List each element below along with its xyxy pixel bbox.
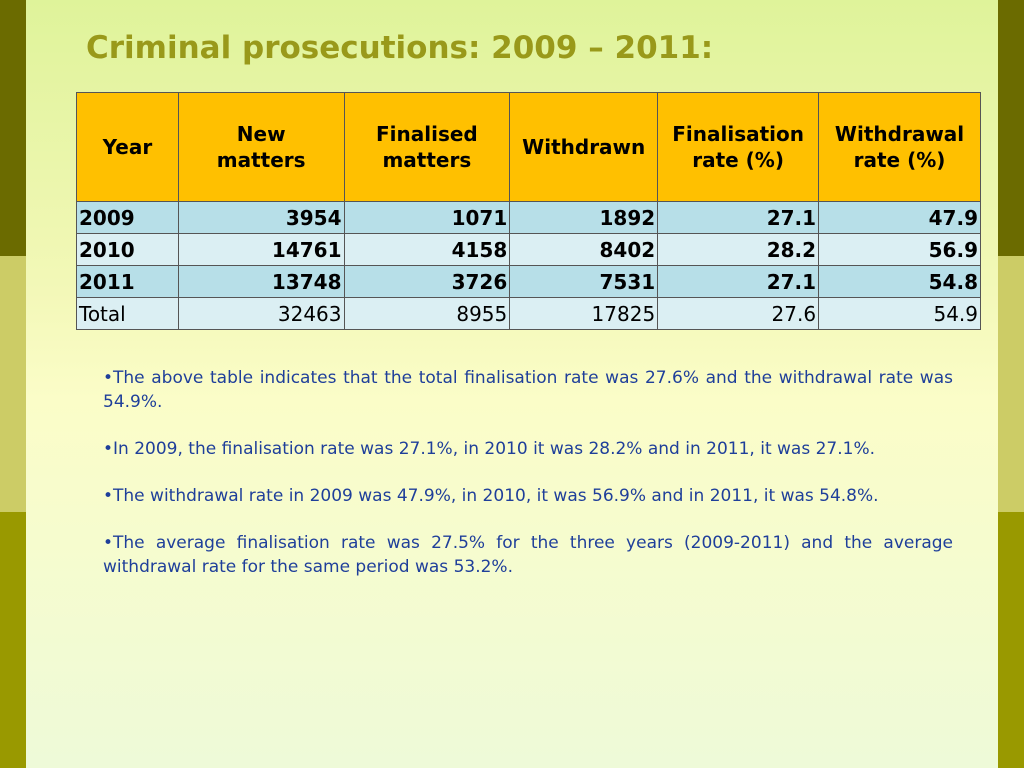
cell-withdrawal-rate: 56.9 — [818, 233, 981, 266]
cell-finalisation-rate: 27.1 — [657, 201, 820, 234]
header-new-matters: New matters — [177, 92, 345, 202]
bullet-item: •The above table indicates that the tota… — [103, 368, 953, 412]
cell-finalised-matters: 1071 — [343, 201, 511, 234]
cell-year: 2009 — [76, 201, 179, 234]
cell-new-matters: 14761 — [177, 233, 345, 266]
header-year: Year — [76, 92, 179, 202]
bullet-item: •In 2009, the finalisation rate was 27.1… — [103, 439, 876, 459]
cell-new-matters: 13748 — [177, 265, 345, 298]
cell-withdrawn: 17825 — [509, 297, 659, 330]
cell-withdrawal-rate: 54.9 — [818, 297, 981, 330]
table-row: 2011 13748 3726 7531 27.1 54.8 — [76, 265, 981, 298]
cell-finalised-matters: 3726 — [343, 265, 511, 298]
header-finalised-matters: Finalised matters — [343, 92, 511, 202]
band-segment-middle — [0, 256, 26, 512]
header-withdrawn: Withdrawn — [509, 92, 659, 202]
table-row: 2009 3954 1071 1892 27.1 47.9 — [76, 201, 981, 234]
cell-new-matters: 32463 — [177, 297, 345, 330]
slide-canvas: Criminal prosecutions: 2009 – 2011: Year… — [26, 0, 998, 768]
cell-total-label: Total — [76, 297, 179, 330]
cell-withdrawn: 7531 — [509, 265, 659, 298]
right-decor-band — [998, 0, 1024, 768]
band-segment-bottom — [998, 512, 1024, 768]
table-header-row: Year New matters Finalised matters Withd… — [76, 92, 981, 202]
header-withdrawal-rate: Withdrawal rate (%) — [818, 92, 981, 202]
band-segment-bottom — [0, 512, 26, 768]
table-row-total: Total 32463 8955 17825 27.6 54.9 — [76, 297, 981, 330]
cell-finalisation-rate: 27.1 — [657, 265, 820, 298]
cell-finalisation-rate: 27.6 — [657, 297, 820, 330]
bullet-item: •The average finalisation rate was 27.5%… — [103, 533, 953, 577]
prosecutions-table: Year New matters Finalised matters Withd… — [76, 92, 981, 330]
band-segment-middle — [998, 256, 1024, 512]
cell-new-matters: 3954 — [177, 201, 345, 234]
band-segment-top — [0, 0, 26, 256]
band-segment-top — [998, 0, 1024, 256]
bullet-item: •The withdrawal rate in 2009 was 47.9%, … — [103, 486, 879, 506]
cell-year: 2010 — [76, 233, 179, 266]
bullet-list: •The above table indicates that the tota… — [103, 366, 953, 602]
cell-withdrawn: 1892 — [509, 201, 659, 234]
table-row: 2010 14761 4158 8402 28.2 56.9 — [76, 233, 981, 266]
cell-finalised-matters: 8955 — [343, 297, 511, 330]
cell-finalised-matters: 4158 — [343, 233, 511, 266]
cell-withdrawal-rate: 47.9 — [818, 201, 981, 234]
cell-year: 2011 — [76, 265, 179, 298]
cell-withdrawn: 8402 — [509, 233, 659, 266]
slide-title: Criminal prosecutions: 2009 – 2011: — [86, 30, 714, 66]
cell-withdrawal-rate: 54.8 — [818, 265, 981, 298]
header-finalisation-rate: Finalisation rate (%) — [657, 92, 820, 202]
cell-finalisation-rate: 28.2 — [657, 233, 820, 266]
left-decor-band — [0, 0, 26, 768]
